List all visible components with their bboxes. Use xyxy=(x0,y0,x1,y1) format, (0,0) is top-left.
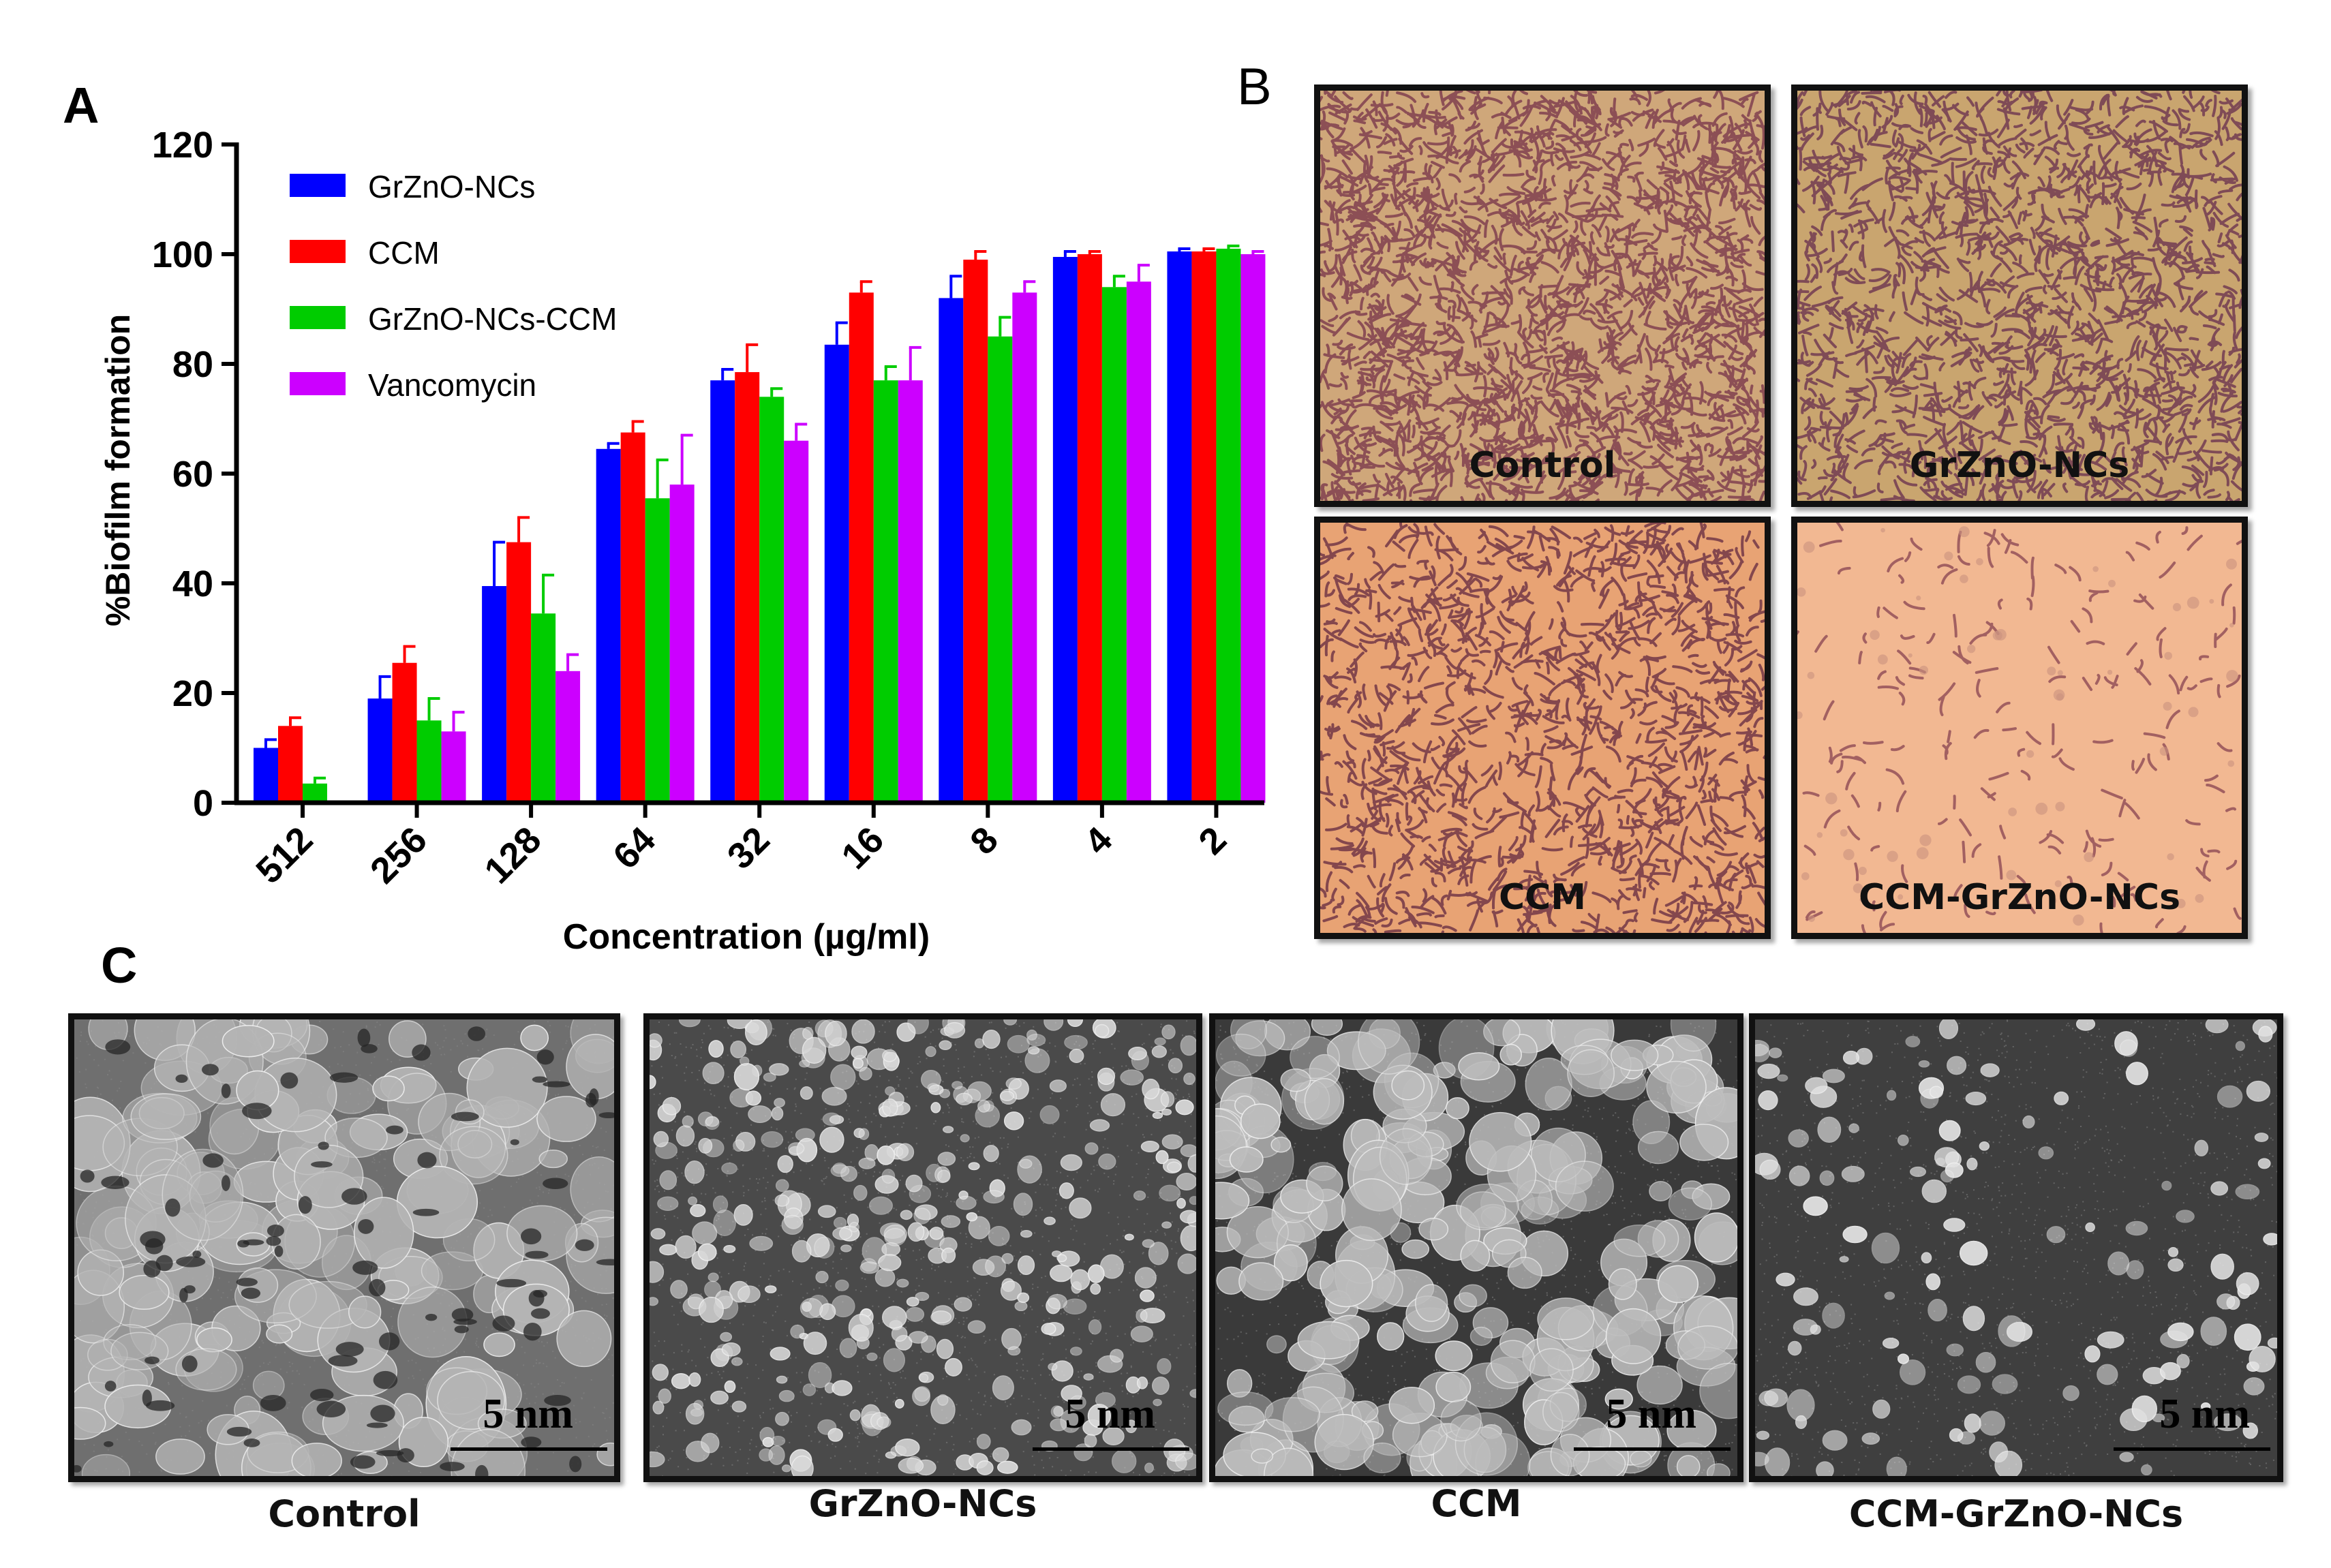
bar-vancomycin-8 xyxy=(1012,292,1037,803)
sem-caption: CCM xyxy=(1431,1482,1522,1525)
sem-texture xyxy=(1215,1019,1737,1476)
sem-image-0: 5 nm xyxy=(68,1013,620,1482)
legend-swatch-grzno-ncs xyxy=(290,174,346,197)
x-tick-label-512: 512 xyxy=(248,819,320,891)
bar-grzno-ncs-512 xyxy=(254,748,278,803)
micrograph-texture xyxy=(1797,523,2242,933)
scale-bar xyxy=(451,1447,607,1451)
sem-image-3: 5 nm xyxy=(1749,1013,2283,1482)
sem-texture xyxy=(650,1019,1196,1476)
micrograph-label: CCM-GrZnO-NCs xyxy=(1858,877,2181,918)
bar-grzno-ncs-256 xyxy=(367,698,393,803)
bar-grzno-ncs-16 xyxy=(824,344,849,803)
bar-grzno-ncs-ccm-256 xyxy=(416,720,442,803)
micrograph-2: CCM xyxy=(1314,517,1771,939)
bar-ccm-8 xyxy=(963,260,988,803)
sem-caption: CCM-GrZnO-NCs xyxy=(1848,1492,2184,1535)
sem-image-1: 5 nm xyxy=(643,1013,1202,1482)
bars-layer xyxy=(254,244,1266,803)
x-tick-label-64: 64 xyxy=(605,819,663,877)
legend-label-ccm: CCM xyxy=(368,235,440,271)
legend: GrZnO-NCs CCM GrZnO-NCs-CCM Vancomycin xyxy=(290,169,617,403)
scale-bar xyxy=(1574,1447,1731,1451)
bar-vancomycin-4 xyxy=(1126,281,1151,803)
bar-grzno-ncs-128 xyxy=(482,586,507,803)
micrograph-texture xyxy=(1320,91,1765,501)
micrograph-0: Control xyxy=(1314,84,1771,507)
legend-swatch-ccm xyxy=(290,240,346,263)
x-tick-label-2: 2 xyxy=(1191,819,1234,863)
bar-ccm-64 xyxy=(620,432,645,803)
legend-label-grzno-ncs: GrZnO-NCs xyxy=(368,169,535,204)
sem-texture xyxy=(74,1019,614,1476)
y-tick-label-0: 0 xyxy=(193,783,213,824)
bar-grzno-ncs-32 xyxy=(710,380,735,803)
scale-bar xyxy=(2114,1447,2270,1451)
y-tick-label-120: 120 xyxy=(152,125,213,166)
panel-letter-c: C xyxy=(101,937,138,994)
y-tick-label-60: 60 xyxy=(172,454,213,495)
bar-grzno-ncs-2 xyxy=(1167,251,1192,803)
micrograph-texture xyxy=(1320,523,1765,933)
micrograph-label: Control xyxy=(1469,445,1616,486)
x-tick-label-8: 8 xyxy=(962,819,1006,863)
scale-bar-label: 5 nm xyxy=(2159,1391,2250,1437)
bar-grzno-ncs-ccm-4 xyxy=(1101,287,1127,803)
bar-grzno-ncs-ccm-128 xyxy=(531,613,556,803)
panel-letter-b: B xyxy=(1237,58,1272,116)
x-tick-label-256: 256 xyxy=(363,819,435,891)
bar-ccm-16 xyxy=(849,292,874,803)
x-tick-label-4: 4 xyxy=(1077,819,1121,863)
legend-label-vancomycin: Vancomycin xyxy=(368,367,536,403)
bar-ccm-512 xyxy=(278,726,303,803)
bar-ccm-256 xyxy=(392,662,417,803)
bar-ccm-4 xyxy=(1077,254,1102,803)
bar-grzno-ncs-ccm-64 xyxy=(645,498,670,803)
bar-vancomycin-16 xyxy=(898,380,923,803)
micrograph-label: GrZnO-NCs xyxy=(1909,445,2130,486)
scale-bar-label: 5 nm xyxy=(1606,1391,1696,1437)
scale-bar xyxy=(1033,1447,1189,1451)
legend-swatch-vancomycin xyxy=(290,372,346,395)
sem-caption: GrZnO-NCs xyxy=(808,1482,1037,1525)
micrograph-3: CCM-GrZnO-NCs xyxy=(1791,517,2248,939)
bar-grzno-ncs-8 xyxy=(939,298,964,803)
sem-caption: Control xyxy=(268,1492,421,1535)
micrograph-texture xyxy=(1797,91,2242,501)
x-axis-label: Concentration (µg/ml) xyxy=(563,917,930,957)
y-tick-label-80: 80 xyxy=(172,344,213,385)
bar-vancomycin-32 xyxy=(784,440,809,803)
bar-grzno-ncs-ccm-2 xyxy=(1216,248,1241,803)
sem-image-2: 5 nm xyxy=(1209,1013,1743,1482)
micrograph-label: CCM xyxy=(1498,877,1587,918)
legend-label-grzno-ncs-ccm: GrZnO-NCs-CCM xyxy=(368,301,617,337)
bar-grzno-ncs-64 xyxy=(596,448,621,803)
biofilm-bar-chart: 0 20 40 60 80 100 120 512 256 128 64 32 16 8 4 2 GrZnO-… xyxy=(99,125,1266,957)
y-tick-label-100: 100 xyxy=(152,234,213,275)
y-axis-label: %Biofilm formation xyxy=(99,314,137,626)
bar-vancomycin-128 xyxy=(555,671,581,803)
scale-bar-label: 5 nm xyxy=(1065,1391,1155,1437)
bar-grzno-ncs-ccm-32 xyxy=(759,397,784,803)
y-tick-label-40: 40 xyxy=(172,564,213,604)
bar-vancomycin-256 xyxy=(441,731,466,803)
micrograph-1: GrZnO-NCs xyxy=(1791,84,2248,507)
bar-vancomycin-2 xyxy=(1240,254,1266,803)
panel-letter-a: A xyxy=(63,77,100,134)
scale-bar-label: 5 nm xyxy=(483,1391,573,1437)
y-tick-label-20: 20 xyxy=(172,673,213,714)
bar-ccm-32 xyxy=(735,372,760,803)
x-tick-label-32: 32 xyxy=(720,819,778,877)
x-tick-label-128: 128 xyxy=(476,819,549,891)
bar-grzno-ncs-ccm-8 xyxy=(988,336,1013,803)
sem-texture xyxy=(1755,1019,2277,1476)
bar-grzno-ncs-4 xyxy=(1052,257,1078,803)
bar-grzno-ncs-ccm-16 xyxy=(873,380,898,803)
legend-swatch-grzno-ncs-ccm xyxy=(290,306,346,329)
bar-vancomycin-64 xyxy=(669,485,695,803)
bar-ccm-2 xyxy=(1191,251,1217,803)
bar-ccm-128 xyxy=(506,542,532,803)
bar-grzno-ncs-ccm-512 xyxy=(303,783,327,803)
x-tick-label-16: 16 xyxy=(834,819,892,877)
